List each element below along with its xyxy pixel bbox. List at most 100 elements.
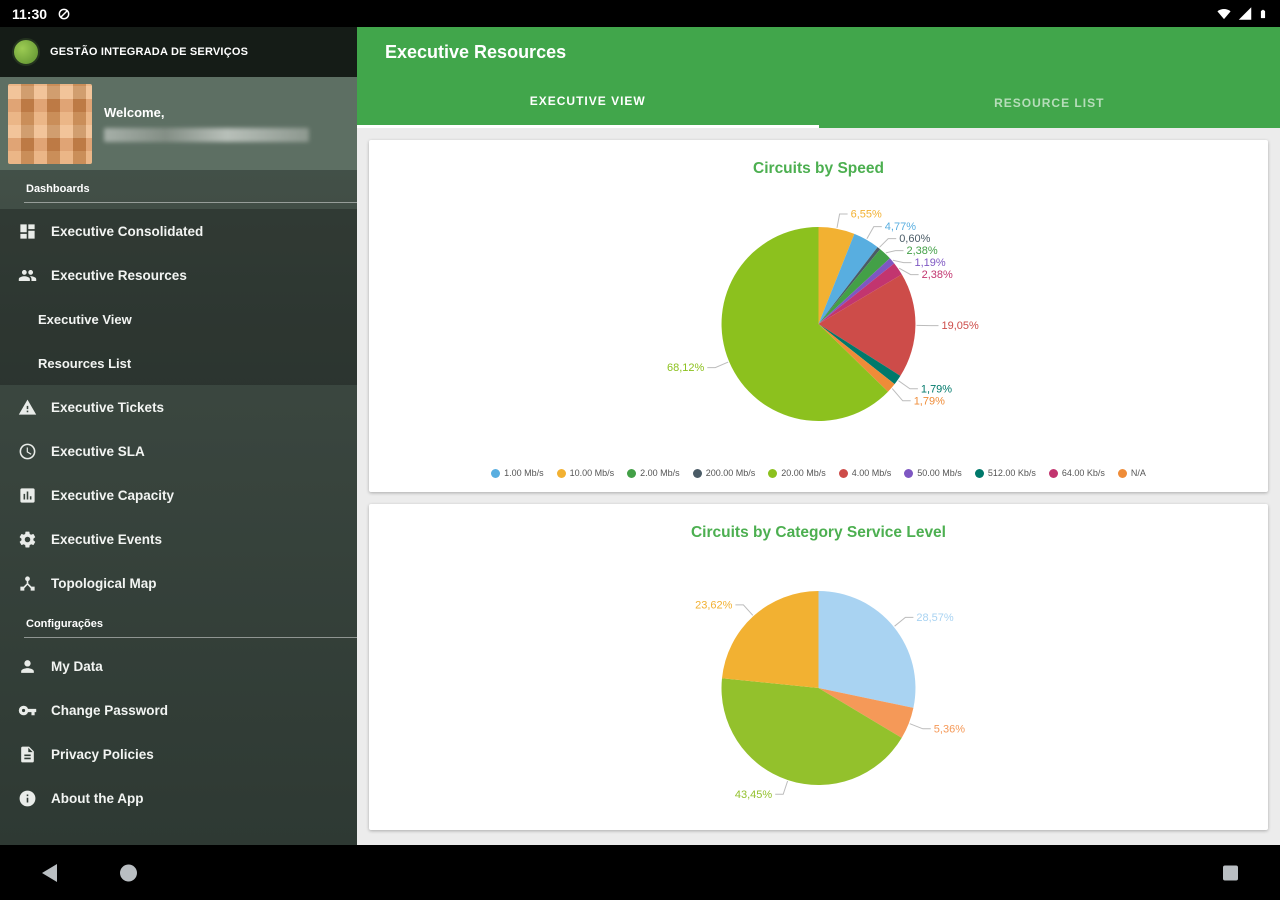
pie-svg: 28,57% 5,36% 43,45% 23,62% (695, 591, 965, 801)
dashboard-icon (20, 223, 35, 239)
sidebar-item-executive-events[interactable]: Executive Events (0, 517, 357, 561)
legend-item[interactable]: N/A (1117, 468, 1146, 478)
data-saver-icon (58, 8, 70, 19)
legend-item[interactable]: 20.00 Mb/s (768, 468, 826, 478)
legend-item[interactable]: 64.00 Kb/s (1048, 468, 1105, 478)
pie-slice (818, 688, 914, 738)
legend-color-icon (1117, 468, 1127, 478)
settings-section-label: Configurações (24, 618, 357, 638)
legend-item[interactable]: 200.00 Mb/s (692, 468, 756, 478)
legend-item[interactable]: 1.00 Mb/s (491, 468, 544, 478)
app-header: Executive Resources (357, 27, 1280, 77)
legend-item[interactable]: 512.00 Kb/s (974, 468, 1036, 478)
legend-color-icon (556, 468, 566, 478)
pie-label-leader-line (707, 361, 729, 369)
dashboards-section-label: Dashboards (24, 183, 357, 203)
document-icon (21, 746, 34, 762)
submenu-item-label: Executive View (38, 311, 132, 327)
pie-percentage-label: 0,60% (899, 233, 930, 245)
pie-label-leader-line (894, 616, 914, 627)
clock-icon (19, 443, 36, 459)
pie-label-leader-line (892, 259, 912, 264)
submenu-item-label: Resources List (38, 355, 132, 371)
sidebar-item-executive-resources[interactable]: Executive Resources (0, 253, 357, 297)
pie-slice (721, 678, 902, 786)
chart-card-service-level: Circuits by Category Service Level 28,57… (369, 504, 1268, 830)
pie-percentage-label: 43,45% (735, 789, 773, 801)
sidebar: GESTÃO INTEGRADA DE SERVIÇOS Welcome, Da… (0, 27, 357, 845)
pie-slice (818, 324, 901, 385)
brand-title: GESTÃO INTEGRADA DE SERVIÇOS (50, 46, 249, 58)
sidebar-item-topological-map[interactable]: Topological Map (0, 561, 357, 605)
menu-item-label: Topological Map (51, 575, 157, 591)
people-icon (18, 269, 37, 281)
sidebar-item-my-data[interactable]: My Data (0, 644, 357, 688)
pie-chart-circuits-by-speed: 6,55% 4,77% 0,60% 2,38% 1,19% 2,38% 19,05% 1,79… (369, 178, 1268, 466)
tab-resource-list[interactable]: RESOURCE LIST (819, 77, 1280, 128)
pie-slice (818, 324, 895, 392)
sidebar-item-executive-sla[interactable]: Executive SLA (0, 429, 357, 473)
recents-button[interactable] (1223, 865, 1238, 880)
status-bar: 11:30 (0, 0, 1280, 27)
pie-percentage-label: 2,38% (907, 245, 938, 257)
avatar (8, 83, 92, 164)
legend-item[interactable]: 4.00 Mb/s (838, 468, 891, 478)
content-area[interactable]: Circuits by Speed 6,55% 4,77% 0,60% 2,38% 1,… (357, 128, 1280, 845)
gear-icon (19, 531, 36, 547)
pie-chart-service-level: 28,57% 5,36% 43,45% 23,62% (369, 542, 1268, 830)
legend-color-icon (838, 468, 848, 478)
menu-item-label: Executive Consolidated (51, 223, 204, 239)
legend-color-icon (1048, 468, 1058, 478)
legend-item[interactable]: 2.00 Mb/s (627, 468, 680, 478)
legend-color-icon (627, 468, 637, 478)
pie-label-leader-line (909, 723, 931, 730)
main-area: Executive Resources EXECUTIVE VIEW RESOU… (357, 27, 1280, 845)
menu-item-label: Executive Tickets (51, 399, 165, 415)
app-frame: GESTÃO INTEGRADA DE SERVIÇOS Welcome, Da… (0, 27, 1280, 845)
sidebar-menu: Executive Consolidated Executive Resourc… (0, 203, 357, 605)
legend-label: 200.00 Mb/s (705, 468, 756, 478)
pie-label-leader-line (866, 226, 882, 240)
pie-svg: 6,55%4,77%0,60%2,38%1,19%2,38%19,05%1,79… (667, 209, 980, 421)
legend-item[interactable]: 50.00 Mb/s (904, 468, 962, 478)
tab-bar: EXECUTIVE VIEW RESOURCE LIST (357, 77, 1280, 128)
legend-label: 512.00 Kb/s (987, 468, 1036, 478)
pie-percentage-label: 6,55% (851, 209, 882, 221)
pie-slice (818, 233, 878, 324)
pie-label-leader-line (836, 213, 848, 228)
legend-color-icon (491, 468, 501, 478)
menu-item-label: Executive SLA (51, 443, 145, 459)
sidebar-item-about-the-app[interactable]: About the App (0, 776, 357, 820)
pie-label-leader-line (775, 780, 789, 795)
pie-percentage-label: 1,79% (921, 383, 952, 395)
sidebar-item-executive-capacity[interactable]: Executive Capacity (0, 473, 357, 517)
user-name-redacted (104, 128, 309, 142)
pie-percentage-label: 2,38% (922, 269, 953, 281)
menu-item-label: Executive Events (51, 531, 163, 547)
chart-card-circuits-by-speed: Circuits by Speed 6,55% 4,77% 0,60% 2,38% 1,… (369, 140, 1268, 492)
info-icon (19, 790, 36, 806)
pie-label-leader-line (891, 388, 911, 402)
sidebar-item-executive-tickets[interactable]: Executive Tickets (0, 385, 357, 429)
legend-color-icon (692, 468, 702, 478)
pie-percentage-label: 1,19% (915, 257, 946, 269)
pie-slice (818, 263, 902, 324)
pie-slice (818, 227, 855, 324)
pie-percentage-label: 19,05% (942, 320, 980, 332)
tab-executive-view[interactable]: EXECUTIVE VIEW (357, 77, 819, 128)
sidebar-item-resources-list[interactable]: Resources List (0, 341, 357, 385)
legend-item[interactable]: 10.00 Mb/s (556, 468, 614, 478)
pie-percentage-label: 28,57% (916, 612, 954, 624)
chart-legend: 1.00 Mb/s 10.00 Mb/s 2.00 Mb/s 200.00 Mb/s 2… (369, 466, 1268, 492)
sidebar-item-executive-view[interactable]: Executive View (0, 297, 357, 341)
sidebar-item-change-password[interactable]: Change Password (0, 688, 357, 732)
sidebar-item-executive-consolidated[interactable]: Executive Consolidated (0, 209, 357, 253)
pie-percentage-label: 4,77% (885, 221, 916, 233)
tab-label: RESOURCE LIST (994, 95, 1105, 110)
home-button[interactable] (120, 864, 137, 881)
legend-label: 2.00 Mb/s (640, 468, 680, 478)
sidebar-item-privacy-policies[interactable]: Privacy Policies (0, 732, 357, 776)
back-button[interactable] (42, 863, 57, 882)
menu-item-label: About the App (51, 790, 144, 806)
pie-slice (818, 274, 916, 376)
